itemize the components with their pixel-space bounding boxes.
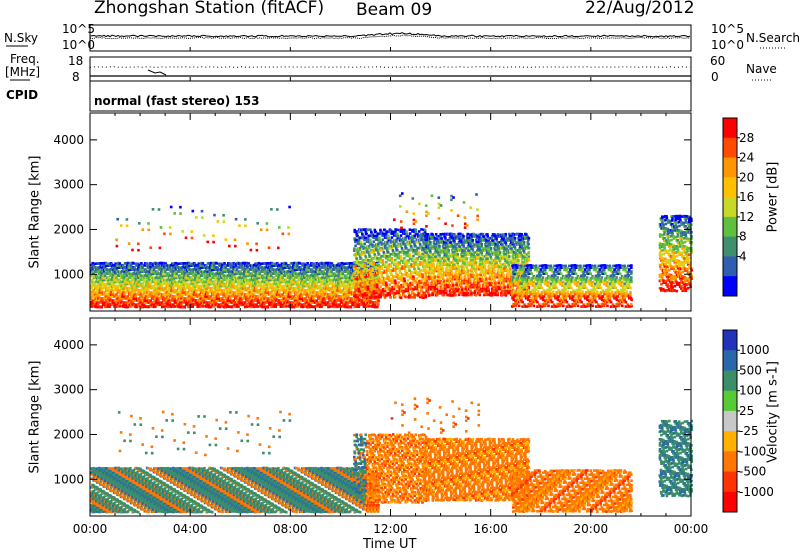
power-colorbar-swatch: [723, 197, 737, 218]
power-colorbar-swatch: [723, 157, 737, 178]
velocity-colorbar-swatch: [723, 330, 737, 351]
power-colorbar-tick-label: 16: [739, 190, 754, 204]
velocity-colorbar-tick-label: -500: [739, 465, 766, 479]
power-ytick-label: 4000: [53, 133, 84, 147]
power-colorbar-swatch: [723, 118, 737, 139]
nave-tick-bottom: 0: [711, 70, 719, 84]
power-colorbar-swatch: [723, 216, 737, 238]
nsearch-tick-bottom: 10^0: [711, 38, 744, 52]
velocity-ytick-label: 4000: [53, 338, 84, 352]
power-ytick-label: 1000: [53, 267, 84, 281]
velocity-ytick-label: 3000: [53, 383, 84, 397]
cpid-panel-frame: [89, 80, 692, 112]
power-colorbar-swatch: [723, 256, 737, 277]
velocity-colorbar-swatch: [723, 451, 737, 473]
nsearch-label: N.Search: [746, 31, 800, 45]
cpid-label: CPID: [6, 88, 39, 102]
velocity-colorbar-frame: [722, 329, 738, 513]
time-tick-label: 12:00: [373, 522, 408, 536]
velocity-colorbar-swatch: [723, 431, 737, 452]
velocity-colorbar-label: Velocity [m s-1]: [765, 361, 781, 463]
velocity-colorbar-swatch: [723, 390, 737, 412]
nsearch-trace: [89, 34, 691, 40]
power-ytick-label: 3000: [53, 178, 84, 192]
time-tick-label: 16:00: [473, 522, 508, 536]
velocity-colorbar-tick-label: 25: [739, 404, 754, 418]
power-colorbar-label: Power [dB]: [765, 161, 781, 233]
freq-unit-label: [MHz]: [5, 65, 41, 79]
nsearch-tick-top: 10^5: [711, 22, 744, 36]
velocity-colorbar-swatch: [723, 471, 737, 493]
power-colorbar-tick-label: 20: [739, 170, 754, 184]
velocity-colorbar-swatch: [723, 350, 737, 371]
velocity-ytick-label: 2000: [53, 427, 84, 441]
power-colorbar-tick-label: 12: [739, 210, 754, 224]
velocity-ylabel: Slant Range [km]: [27, 360, 43, 474]
power-colorbar-frame: [722, 117, 738, 297]
power-ytick-label: 2000: [53, 222, 84, 236]
time-tick-label: 00:00: [674, 522, 709, 536]
velocity-colorbar-tick-label: -100: [739, 444, 766, 458]
power-colorbar-swatch: [723, 236, 737, 257]
time-axis-label: Time UT: [363, 537, 417, 552]
power-ylabel: Slant Range [km]: [27, 155, 43, 269]
time-tick-label: 20:00: [574, 522, 609, 536]
power-heatmap-cells: [90, 192, 693, 309]
nsky-tick-bottom: 10^0: [62, 38, 95, 52]
freq-label: Freq.: [10, 52, 40, 66]
beam-label: Beam 09: [356, 0, 433, 20]
power-colorbar-tick-label: 8: [739, 230, 747, 244]
velocity-colorbar-tick-label: 1000: [739, 343, 770, 357]
velocity-colorbar-tick-label: 100: [739, 384, 762, 398]
power-colorbar-tick-label: 4: [739, 249, 747, 263]
velocity-colorbar-tick-label: 500: [739, 363, 762, 377]
freq-tick-bottom: 8: [72, 70, 80, 84]
velocity-colorbar-tick-label: -1000: [739, 485, 774, 499]
cpid-text: normal (fast stereo) 153: [94, 94, 260, 108]
nsky-trace: [89, 32, 691, 38]
velocity-colorbar-swatch: [723, 370, 737, 392]
date-label: 22/Aug/2012: [585, 0, 695, 18]
time-tick-label: 04:00: [173, 522, 208, 536]
nsky-tick-top: 10^5: [62, 22, 95, 36]
nsky-label: N.Sky: [4, 31, 39, 45]
power-colorbar-swatch: [723, 177, 737, 198]
freq-excursion: [147, 69, 167, 76]
velocity-heatmap-cells: [90, 397, 693, 514]
velocity-colorbar-tick-label: -25: [739, 424, 759, 438]
freq-tick-top: 18: [68, 54, 84, 68]
nave-trace: [89, 66, 691, 68]
nave-tick-top: 60: [710, 54, 726, 68]
velocity-ytick-label: 1000: [53, 472, 84, 486]
power-colorbar-tick-label: 28: [739, 131, 754, 145]
velocity-colorbar-swatch: [723, 410, 737, 432]
velocity-colorbar-swatch: [723, 491, 737, 513]
power-colorbar-swatch: [723, 137, 737, 159]
power-colorbar-swatch: [723, 276, 737, 297]
power-colorbar-tick-label: 24: [739, 151, 754, 165]
time-tick-label: 08:00: [273, 522, 308, 536]
time-tick-label: 00:00: [73, 522, 108, 536]
station-title: Zhongshan Station (fitACF): [94, 0, 325, 18]
nave-label: Nave: [746, 62, 777, 76]
